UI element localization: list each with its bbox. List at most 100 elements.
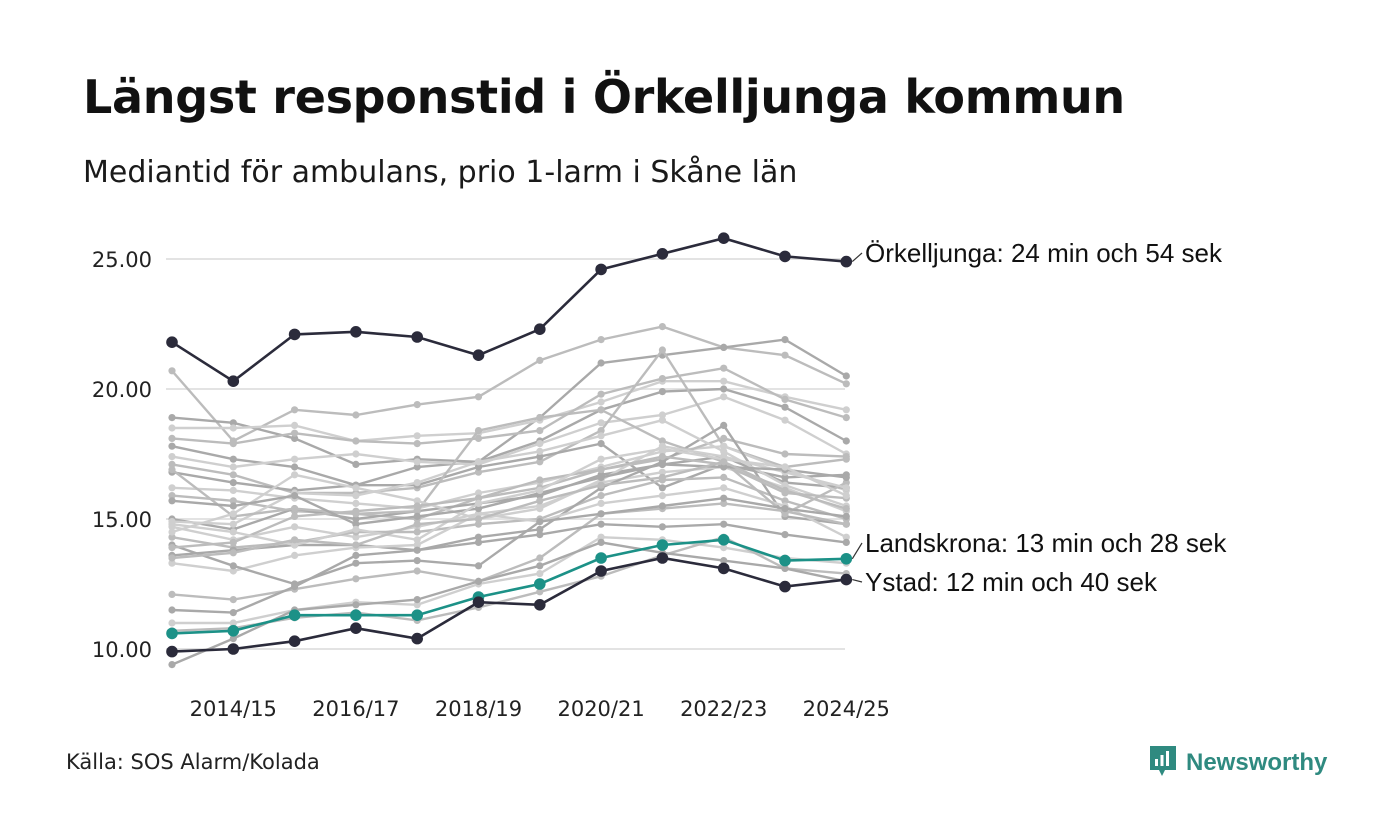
data-point: [168, 559, 176, 567]
data-point: [352, 575, 360, 583]
data-point: [597, 499, 605, 507]
series-path: [171, 366, 847, 445]
data-point: [352, 460, 360, 468]
highlight-point: [350, 326, 362, 338]
data-point: [536, 458, 544, 466]
highlight-point: [717, 534, 730, 546]
data-point: [781, 486, 789, 494]
data-point: [168, 367, 176, 375]
data-point: [413, 557, 421, 565]
highlight-point: [534, 578, 546, 590]
data-point: [474, 515, 483, 523]
data-point: [597, 398, 605, 406]
data-point: [658, 411, 667, 419]
highlight-point: [779, 580, 791, 593]
x-tick-label: 2024/25: [803, 697, 890, 721]
data-point: [168, 484, 176, 492]
data-point: [781, 531, 789, 539]
data-point: [291, 406, 299, 414]
data-point: [781, 336, 789, 344]
data-point: [536, 525, 544, 534]
data-point: [474, 393, 483, 401]
highlighted-series: [166, 232, 853, 658]
data-point: [168, 434, 176, 442]
data-point: [474, 427, 483, 435]
data-point: [413, 432, 421, 440]
data-point: [352, 484, 360, 492]
data-point: [658, 460, 667, 468]
highlight-point: [779, 554, 791, 567]
data-point: [720, 343, 728, 351]
x-tick-label: 2022/23: [680, 697, 767, 721]
data-point: [842, 484, 850, 492]
data-point: [352, 525, 360, 534]
data-point: [291, 492, 299, 500]
data-point: [536, 427, 544, 435]
data-point: [168, 466, 176, 474]
series-path: [171, 338, 847, 466]
x-tick-label: 2018/19: [435, 697, 522, 721]
highlight-path: [171, 556, 847, 653]
data-point: [781, 395, 789, 403]
data-point: [720, 442, 728, 450]
line-chart: 10.00 15.00 20.00 25.00 2014/15 2016/17 2018/1…: [92, 232, 1227, 721]
highlight-point: [656, 552, 669, 564]
data-point: [597, 492, 605, 500]
highlight-point: [411, 609, 424, 621]
data-point: [720, 463, 728, 471]
highlight-line-2: [166, 552, 853, 658]
data-point: [413, 401, 421, 409]
data-point: [352, 520, 360, 528]
data-point: [781, 510, 789, 518]
highlight-point: [717, 232, 730, 244]
highlight-point: [411, 632, 424, 645]
highlight-point: [534, 599, 546, 611]
data-point: [229, 440, 237, 448]
data-point: [536, 356, 544, 364]
series-path: [171, 325, 847, 443]
data-point: [781, 450, 789, 458]
data-point: [597, 473, 605, 481]
highlight-point: [779, 250, 791, 263]
y-tick-label: 15.00: [92, 508, 152, 532]
data-point: [720, 557, 728, 565]
data-point: [413, 546, 421, 554]
series-path: [171, 541, 847, 666]
data-point: [597, 481, 605, 489]
highlight-point: [595, 552, 607, 564]
data-point: [474, 562, 483, 570]
data-point: [291, 471, 299, 479]
data-point: [842, 406, 850, 414]
highlight-point: [288, 609, 301, 621]
y-tick-label: 25.00: [92, 248, 152, 272]
highlight-path: [171, 236, 847, 383]
data-point: [842, 520, 850, 528]
highlight-point: [227, 625, 240, 637]
data-point: [536, 414, 544, 422]
highlight-line-1: [166, 534, 853, 640]
data-point: [229, 510, 237, 518]
data-point: [229, 497, 237, 505]
x-tick-label: 2014/15: [190, 697, 277, 721]
data-point: [413, 507, 421, 515]
highlight-point: [166, 627, 178, 640]
data-point: [658, 323, 667, 331]
data-point: [291, 523, 299, 531]
data-point: [842, 479, 850, 487]
data-point: [781, 416, 789, 424]
data-point: [291, 536, 299, 544]
data-point: [352, 492, 360, 500]
data-point: [536, 486, 544, 494]
data-point: [291, 541, 299, 549]
data-point: [536, 588, 544, 596]
data-point: [720, 447, 728, 455]
data-point: [597, 432, 605, 440]
brand[interactable]: Newsworthy: [1148, 744, 1327, 782]
data-point: [720, 473, 728, 481]
highlight-point: [227, 375, 240, 388]
highlight-point: [288, 635, 301, 647]
data-point: [658, 388, 667, 396]
data-point: [291, 551, 299, 560]
data-point: [658, 346, 667, 354]
data-point: [168, 497, 176, 505]
